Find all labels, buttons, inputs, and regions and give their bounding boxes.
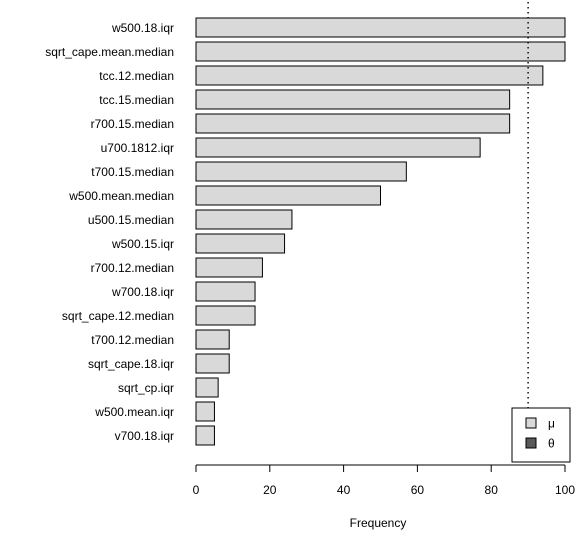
x-axis: 0 20 40 60 80 100: [193, 464, 575, 497]
bar-u500.15.median: [195, 209, 293, 230]
category-label: w500.mean.iqr: [94, 405, 174, 419]
x-tick-label: 60: [411, 483, 425, 497]
x-tick-label: 0: [193, 483, 200, 497]
bar-sqrt_cape.12.median: [195, 305, 256, 326]
category-label: sqrt_cape.18.iqr: [88, 357, 174, 371]
bar-tcc.15.median: [195, 89, 511, 110]
category-label: r700.15.median: [91, 117, 174, 131]
legend-label: θ: [548, 437, 555, 451]
x-axis-title: Frequency: [350, 516, 407, 530]
bar-v700.18.iqr: [195, 425, 215, 446]
legend-swatch: [525, 417, 537, 429]
x-tick-label: 40: [337, 483, 351, 497]
bar-r700.12.median: [195, 257, 263, 278]
category-labels-group: w500.18.iqr sqrt_cape.mean.median tcc.12.m…: [45, 21, 174, 443]
category-label: u700.1812.iqr: [101, 141, 174, 155]
legend-swatch: [525, 437, 537, 449]
category-label: v700.18.iqr: [115, 429, 174, 443]
bar-r700.15.median: [195, 113, 511, 134]
category-label: sqrt_cp.iqr: [118, 381, 174, 395]
category-label: sqrt_cape.mean.median: [45, 45, 174, 59]
category-label: tcc.12.median: [99, 69, 174, 83]
bar-w500.mean.median: [195, 185, 381, 206]
legend-label: μ: [548, 417, 555, 431]
bar-w700.18.iqr: [195, 281, 256, 302]
bar-u700.1812.iqr: [195, 137, 481, 158]
bar-w500.15.iqr: [195, 233, 286, 254]
bar-sqrt_cape.18.iqr: [195, 353, 230, 374]
legend-box: [511, 407, 571, 463]
category-label: w500.mean.median: [68, 189, 174, 203]
category-label: w500.15.iqr: [111, 237, 174, 251]
category-label: w700.18.iqr: [111, 285, 174, 299]
bar-sqrt_cp.iqr: [195, 377, 219, 398]
category-label: r700.12.median: [91, 261, 174, 275]
bar-t700.12.median: [195, 329, 230, 350]
category-label: w500.18.iqr: [111, 21, 174, 35]
x-tick-label: 20: [263, 483, 277, 497]
category-label: tcc.15.median: [99, 93, 174, 107]
bar-t700.15.median: [195, 161, 407, 182]
category-label: u500.15.median: [88, 213, 174, 227]
bar-sqrt_cape.mean.median: [195, 41, 566, 62]
category-label: sqrt_cape.12.median: [62, 309, 174, 323]
bar-w500.mean.iqr: [195, 401, 215, 422]
legend: μθ: [511, 407, 571, 463]
x-tick-label: 80: [485, 483, 499, 497]
bar-tcc.12.median: [195, 65, 544, 86]
x-tick-label: 100: [555, 483, 575, 497]
bar-w500.18.iqr: [195, 17, 566, 38]
category-label: t700.15.median: [91, 165, 174, 179]
category-label: t700.12.median: [91, 333, 174, 347]
bars-group: [195, 17, 566, 446]
